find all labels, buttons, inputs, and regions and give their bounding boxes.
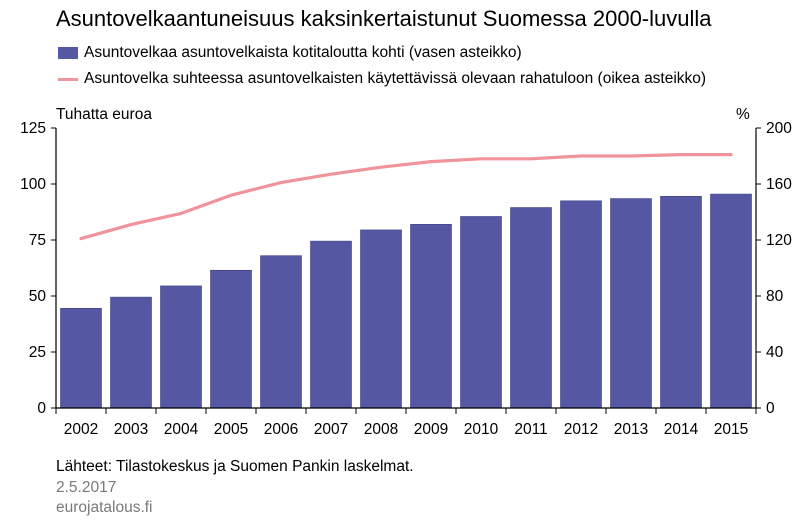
right-tick-label: 0 [766,400,775,417]
right-tick-label: 80 [766,288,784,305]
bar [560,200,602,409]
legend-label-bars: Asuntovelkaa asuntovelkaista kotitaloutt… [84,44,522,61]
right-axis-unit: % [736,106,750,123]
x-tick-label: 2012 [564,421,598,438]
legend-swatch-line [58,77,78,81]
bar [360,229,402,409]
bar [710,193,752,409]
bar [310,240,352,409]
x-tick-label: 2011 [514,421,547,438]
bar [660,196,702,409]
left-tick-label: 125 [20,120,46,137]
site-name: eurojatalous.fi [56,499,153,516]
bar [260,255,302,409]
right-tick-label: 120 [766,232,792,249]
legend-item-line: Asuntovelka suhteessa asuntovelkaisten k… [58,70,706,88]
date-note: 2.5.2017 [56,479,117,496]
x-tick-label: 2002 [64,421,98,438]
x-tick-label: 2010 [464,421,499,438]
x-tick-label: 2005 [214,421,248,438]
bar [160,285,202,409]
x-tick-label: 2013 [614,421,648,438]
right-tick-label: 40 [766,344,784,361]
bar [510,207,552,409]
x-tick-label: 2008 [364,421,398,438]
right-tick-label: 200 [766,120,792,137]
x-tick-label: 2006 [264,421,298,438]
line-series [79,153,733,241]
left-axis-unit: Tuhatta euroa [56,106,152,123]
legend-swatch-bars [58,47,78,59]
x-tick-label: 2003 [114,421,148,438]
source-note: Lähteet: Tilastokeskus ja Suomen Pankin … [56,458,414,475]
x-tick-label: 2014 [664,421,699,438]
bar [210,269,252,409]
bar [110,296,152,409]
x-tick-label: 2009 [414,421,448,438]
x-tick-label: 2007 [314,421,348,438]
left-tick-label: 25 [29,344,46,361]
bar [610,198,652,409]
left-tick-label: 50 [29,288,47,305]
left-tick-label: 100 [20,176,46,193]
bar [410,224,452,409]
chart-title: Asuntovelkaantuneisuus kaksinkertaistunu… [56,6,712,31]
bar [60,308,102,409]
right-tick-label: 160 [766,176,792,193]
legend-item-bars: Asuntovelkaa asuntovelkaista kotitaloutt… [58,44,522,62]
left-tick-label: 0 [37,400,46,417]
left-tick-label: 75 [29,232,46,249]
x-tick-label: 2004 [164,421,199,438]
legend-label-line: Asuntovelka suhteessa asuntovelkaisten k… [84,70,707,87]
bar [460,216,502,409]
x-tick-label: 2015 [714,421,748,438]
